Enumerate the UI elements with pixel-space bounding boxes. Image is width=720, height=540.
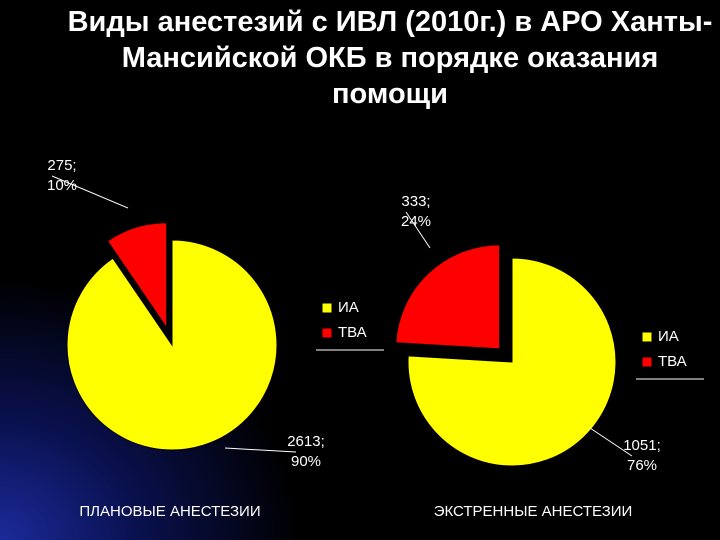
chart-title: ЭКСТРЕННЫЕ АНЕСТЕЗИИ (434, 503, 633, 520)
chart-title: ПЛАНОВЫЕ АНЕСТЕЗИИ (79, 503, 260, 520)
legend-swatch (641, 331, 653, 343)
data-label-line: 333; (401, 193, 430, 210)
data-label-line: 275; (47, 157, 76, 174)
data-label-line: 10% (47, 177, 77, 194)
data-label-line: 2613; (287, 433, 325, 450)
leader-line (405, 211, 431, 249)
legend-swatch (641, 356, 653, 368)
pie-slice (66, 239, 278, 451)
legend-swatch (321, 327, 333, 339)
pie-slice (395, 244, 501, 350)
leader-line (224, 447, 297, 453)
data-label-line: 90% (291, 453, 321, 470)
pie-slice (407, 257, 617, 467)
legend-label: ТВА (658, 353, 687, 370)
data-label: 275; 10% (47, 157, 77, 194)
leader-line (51, 175, 129, 209)
data-label-line: 76% (627, 457, 657, 474)
legend-swatch (321, 302, 333, 314)
data-label: 1051; 76% (623, 437, 661, 474)
data-label-line: 24% (401, 213, 431, 230)
pie-slice (106, 222, 168, 330)
legend-label: ТВА (338, 324, 367, 341)
legend-label: ИА (338, 299, 359, 316)
data-label: 2613; 90% (287, 433, 325, 470)
legend-label: ИА (658, 328, 679, 345)
data-label: 333; 24% (401, 193, 431, 230)
leader-line (589, 427, 633, 457)
data-label-line: 1051; (623, 437, 661, 454)
page-title: Виды анестезий с ИВЛ (2010г.) в АРО Хант… (67, 6, 713, 110)
